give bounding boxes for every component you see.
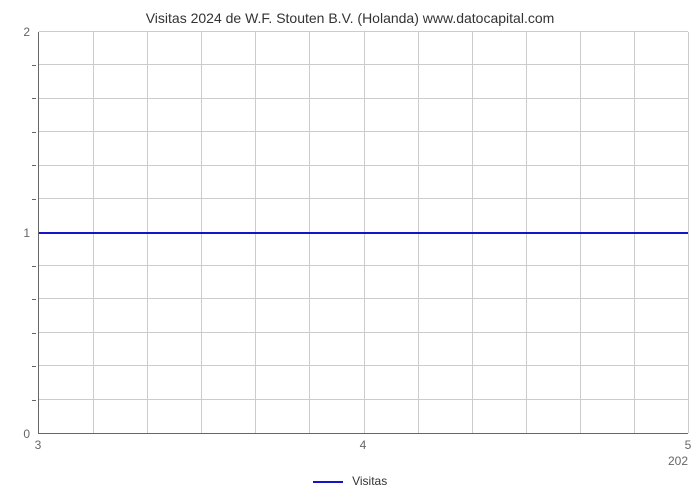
- legend-label: Visitas: [352, 474, 387, 488]
- y-axis: 012: [8, 32, 38, 434]
- y-minor-tick: [32, 299, 36, 300]
- y-minor-tick: [32, 65, 36, 66]
- y-minor-tick: [32, 266, 36, 267]
- y-minor-tick: [32, 98, 36, 99]
- y-tick-label: 1: [8, 226, 30, 240]
- plot-row: 012: [8, 32, 692, 434]
- v-gridline: [688, 32, 689, 433]
- y-minor-tick: [32, 199, 36, 200]
- x-axis: 345: [38, 436, 688, 452]
- chart-container: Visitas 2024 de W.F. Stouten B.V. (Holan…: [8, 8, 692, 492]
- chart-title: Visitas 2024 de W.F. Stouten B.V. (Holan…: [8, 8, 692, 28]
- legend-swatch: [313, 481, 343, 483]
- y-tick-label: 2: [8, 25, 30, 39]
- y-minor-tick: [32, 333, 36, 334]
- legend: Visitas: [8, 474, 692, 488]
- y-minor-tick: [32, 400, 36, 401]
- y-tick-label: 0: [8, 427, 30, 441]
- y-minor-tick: [32, 165, 36, 166]
- x-extra-label: 202: [668, 454, 688, 468]
- plot-area: [38, 32, 688, 434]
- x-tick-label: 3: [35, 438, 42, 452]
- y-minor-tick: [32, 366, 36, 367]
- x-tick-label: 5: [685, 438, 692, 452]
- y-minor-tick: [32, 132, 36, 133]
- x-tick-label: 4: [360, 438, 367, 452]
- series-line: [39, 232, 688, 234]
